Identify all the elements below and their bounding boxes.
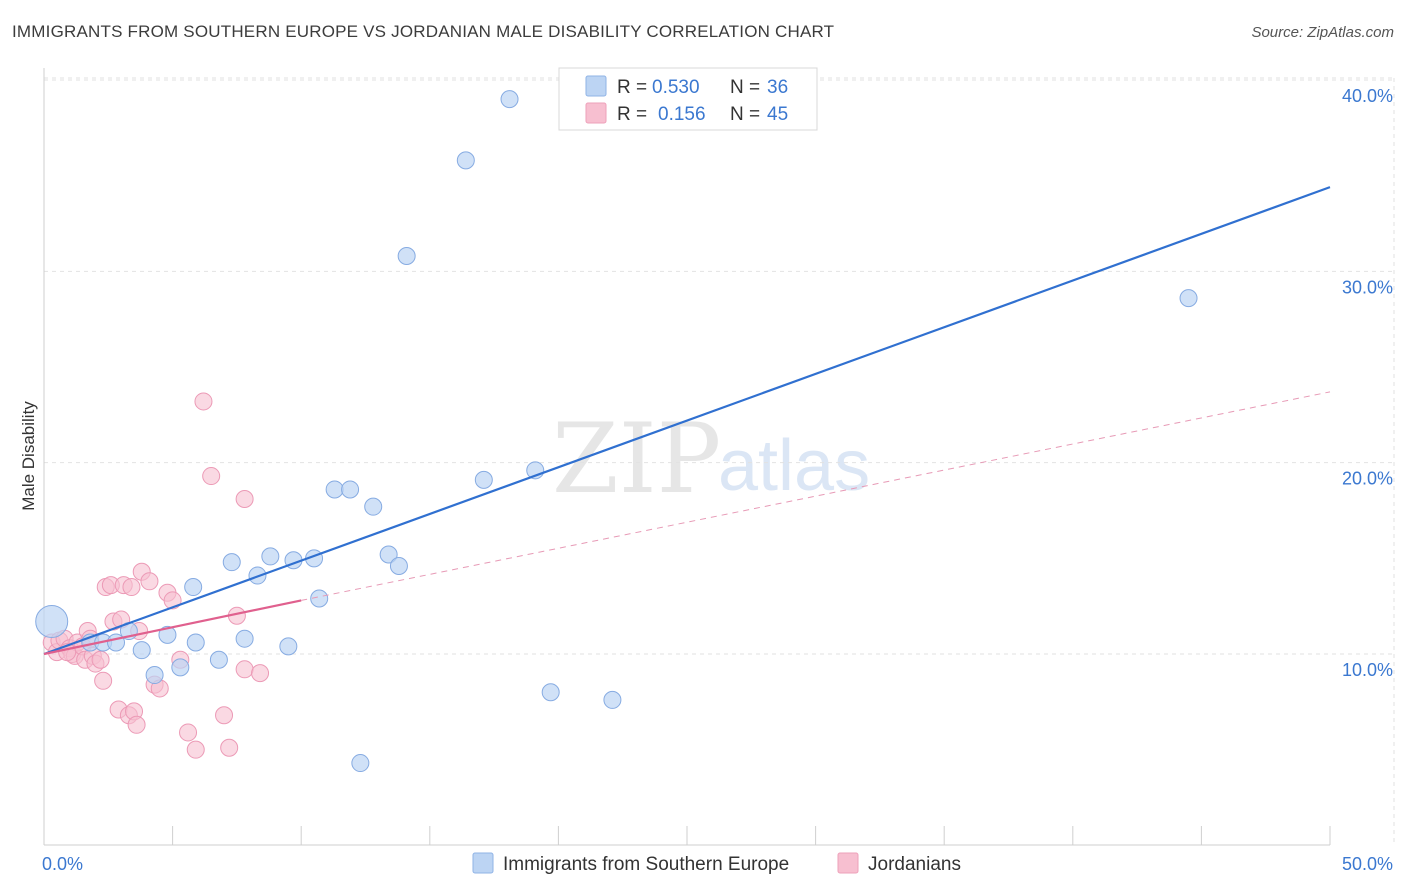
southern-europe-point-26 bbox=[397, 247, 416, 266]
series-legend-label-blue: Immigrants from Southern Europe bbox=[503, 854, 789, 875]
jordanians-point-36 bbox=[194, 392, 213, 411]
x-tick-label-end: 50.0% bbox=[1342, 854, 1393, 874]
watermark-atlas: atlas bbox=[718, 426, 870, 506]
jordanians-points bbox=[42, 392, 270, 759]
legend-n-value-pink: 45 bbox=[767, 104, 788, 125]
southern-europe-point-9 bbox=[184, 578, 203, 597]
series-legend: Immigrants from Southern Europe Jordania… bbox=[472, 852, 961, 875]
legend-r-value-pink: 0.156 bbox=[658, 104, 706, 125]
y-tick-label-0: 10.0% bbox=[1342, 660, 1393, 680]
southern-europe-point-15 bbox=[261, 547, 280, 566]
legend-r-label-pink: R = bbox=[617, 104, 647, 125]
legend-n-label-pink: N = bbox=[730, 104, 760, 125]
southern-europe-point-25 bbox=[389, 556, 408, 575]
southern-europe-point-8 bbox=[171, 658, 190, 677]
southern-europe-point-23 bbox=[364, 497, 383, 516]
southern-europe-point-21 bbox=[341, 480, 360, 499]
southern-europe-point-19 bbox=[310, 589, 329, 608]
southern-europe-point-29 bbox=[500, 90, 519, 109]
southern-europe-point-10 bbox=[186, 633, 205, 652]
legend-swatch-pink bbox=[585, 102, 607, 124]
jordanians-point-42 bbox=[235, 490, 254, 509]
series-legend-swatch-blue bbox=[472, 852, 494, 874]
watermark: ZIP atlas bbox=[552, 403, 870, 515]
southern-europe-point-24 bbox=[379, 545, 398, 564]
legend-r-label-blue: R = bbox=[617, 77, 647, 98]
jordanians-point-37 bbox=[202, 467, 221, 486]
source-label: Source: ZipAtlas.com bbox=[1251, 24, 1394, 41]
stats-legend: R = 0.530 N = 36 R = 0.156 N = 45 bbox=[558, 67, 818, 131]
y-axis-label: Male Disability bbox=[19, 401, 38, 511]
southern-europe-point-33 bbox=[1179, 289, 1198, 308]
series-legend-label-pink: Jordanians bbox=[868, 854, 961, 875]
legend-r-value-blue: 0.530 bbox=[652, 77, 700, 98]
southern-europe-point-12 bbox=[222, 553, 241, 572]
southern-europe-point-13 bbox=[235, 629, 254, 648]
jordanians-point-39 bbox=[220, 738, 239, 757]
southern-europe-point-28 bbox=[474, 470, 493, 489]
jordanians-point-15 bbox=[94, 671, 113, 690]
y-tick-label-1: 20.0% bbox=[1342, 469, 1393, 489]
jordanians-point-28 bbox=[140, 572, 159, 591]
southern-europe-point-0 bbox=[35, 604, 69, 638]
x-ticks bbox=[43, 826, 1331, 845]
southern-europe-point-6 bbox=[145, 666, 164, 685]
southern-europe-point-7 bbox=[158, 625, 177, 644]
southern-europe-point-22 bbox=[351, 754, 370, 773]
jordanians-point-35 bbox=[186, 740, 205, 759]
jordanians-point-34 bbox=[179, 723, 198, 742]
watermark-zip: ZIP bbox=[552, 403, 721, 515]
southern-europe-point-31 bbox=[541, 683, 560, 702]
jordanians-point-25 bbox=[127, 715, 146, 734]
x-tick-labels: 0.0% 50.0% bbox=[42, 854, 1393, 874]
y-tick-label-3: 40.0% bbox=[1342, 86, 1393, 106]
southern-europe-point-27 bbox=[456, 151, 475, 170]
jordanians-point-38 bbox=[215, 706, 234, 725]
legend-swatch-blue bbox=[585, 75, 607, 97]
southern-europe-point-11 bbox=[209, 650, 228, 669]
southern-europe-point-32 bbox=[603, 690, 622, 709]
trend-line-jordanians bbox=[43, 599, 302, 656]
trend-line-jordanians-extended bbox=[301, 391, 1331, 601]
trend-line-southern-europe bbox=[43, 186, 1331, 656]
y-tick-labels: 10.0% 20.0% 30.0% 40.0% bbox=[1342, 86, 1393, 680]
y-tick-label-2: 30.0% bbox=[1342, 277, 1393, 297]
jordanians-point-43 bbox=[251, 664, 270, 683]
x-tick-label-start: 0.0% bbox=[42, 854, 83, 874]
legend-n-label-blue: N = bbox=[730, 77, 760, 98]
chart-title: IMMIGRANTS FROM SOUTHERN EUROPE VS JORDA… bbox=[12, 22, 835, 41]
series-legend-swatch-pink bbox=[837, 852, 859, 874]
southern-europe-point-5 bbox=[132, 641, 151, 660]
legend-n-value-blue: 36 bbox=[767, 77, 788, 98]
jordanians-point-41 bbox=[235, 660, 254, 679]
jordanians-point-14 bbox=[91, 650, 110, 669]
southern-europe-point-16 bbox=[279, 637, 298, 656]
jordanians-point-23 bbox=[122, 578, 141, 597]
trend-lines bbox=[43, 186, 1331, 656]
southern-europe-point-20 bbox=[325, 480, 344, 499]
